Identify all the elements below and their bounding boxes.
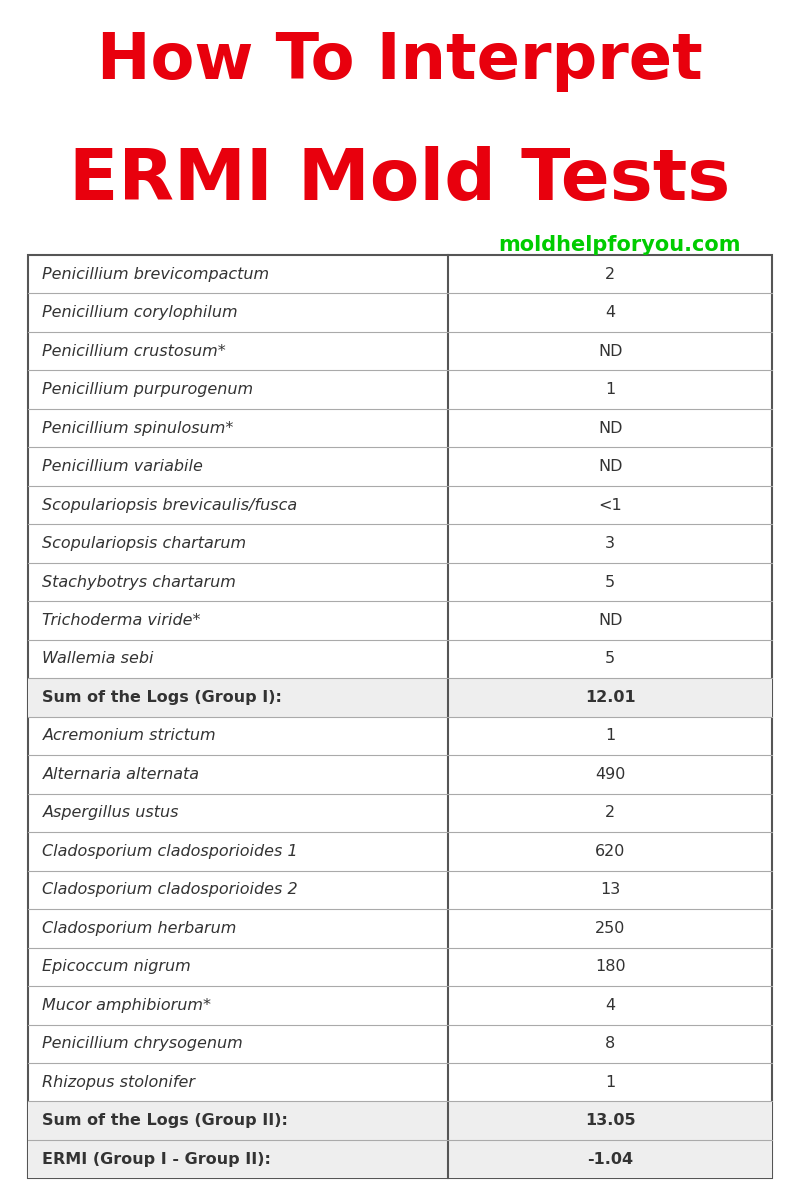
Text: 13.05: 13.05 [585, 1114, 635, 1128]
Text: 490: 490 [595, 767, 626, 782]
Text: ERMI (Group I - Group II):: ERMI (Group I - Group II): [42, 1152, 271, 1166]
Text: Acremonium strictum: Acremonium strictum [42, 728, 216, 744]
Text: How To Interpret: How To Interpret [97, 30, 703, 92]
Text: 5: 5 [605, 652, 615, 666]
Text: 5: 5 [605, 575, 615, 589]
Text: 250: 250 [595, 920, 626, 936]
Text: 180: 180 [595, 959, 626, 974]
Text: 620: 620 [595, 844, 626, 859]
Text: ND: ND [598, 460, 622, 474]
Text: ND: ND [598, 613, 622, 628]
Text: Wallemia sebi: Wallemia sebi [42, 652, 154, 666]
Text: 8: 8 [605, 1037, 615, 1051]
Text: 1: 1 [605, 728, 615, 744]
Text: Scopulariopsis chartarum: Scopulariopsis chartarum [42, 536, 246, 551]
Text: Trichoderma viride*: Trichoderma viride* [42, 613, 201, 628]
Text: 2: 2 [605, 266, 615, 282]
Text: ERMI Mold Tests: ERMI Mold Tests [70, 146, 730, 216]
Text: Cladosporium cladosporioides 1: Cladosporium cladosporioides 1 [42, 844, 298, 859]
Text: 3: 3 [605, 536, 615, 551]
Text: ND: ND [598, 343, 622, 359]
Text: Penicillium chrysogenum: Penicillium chrysogenum [42, 1037, 243, 1051]
Text: Mucor amphibiorum*: Mucor amphibiorum* [42, 997, 211, 1013]
Text: Penicillium purpurogenum: Penicillium purpurogenum [42, 382, 254, 397]
Text: moldhelpforyou.com: moldhelpforyou.com [498, 235, 742, 256]
Text: Cladosporium herbarum: Cladosporium herbarum [42, 920, 237, 936]
Text: Penicillium variabile: Penicillium variabile [42, 460, 203, 474]
Text: Cladosporium cladosporioides 2: Cladosporium cladosporioides 2 [42, 882, 298, 898]
Text: Aspergillus ustus: Aspergillus ustus [42, 805, 179, 821]
Text: Penicillium corylophilum: Penicillium corylophilum [42, 305, 238, 320]
Text: 2: 2 [605, 805, 615, 821]
Text: Sum of the Logs (Group II):: Sum of the Logs (Group II): [42, 1114, 288, 1128]
Text: -1.04: -1.04 [587, 1152, 634, 1166]
Text: 1: 1 [605, 1075, 615, 1090]
Text: <1: <1 [598, 498, 622, 512]
Text: 4: 4 [605, 305, 615, 320]
Text: Penicillium crustosum*: Penicillium crustosum* [42, 343, 226, 359]
Text: 13: 13 [600, 882, 620, 898]
Text: Epicoccum nigrum: Epicoccum nigrum [42, 959, 191, 974]
Text: 4: 4 [605, 997, 615, 1013]
Text: Sum of the Logs (Group I):: Sum of the Logs (Group I): [42, 690, 282, 704]
Text: Scopulariopsis brevicaulis/fusca: Scopulariopsis brevicaulis/fusca [42, 498, 298, 512]
Text: ND: ND [598, 421, 622, 436]
Text: 1: 1 [605, 382, 615, 397]
Text: Alternaria alternata: Alternaria alternata [42, 767, 199, 782]
Text: Penicillium brevicompactum: Penicillium brevicompactum [42, 266, 270, 282]
Text: Penicillium spinulosum*: Penicillium spinulosum* [42, 421, 234, 436]
Text: Rhizopus stolonifer: Rhizopus stolonifer [42, 1075, 195, 1090]
Text: Stachybotrys chartarum: Stachybotrys chartarum [42, 575, 236, 589]
Text: 12.01: 12.01 [585, 690, 635, 704]
